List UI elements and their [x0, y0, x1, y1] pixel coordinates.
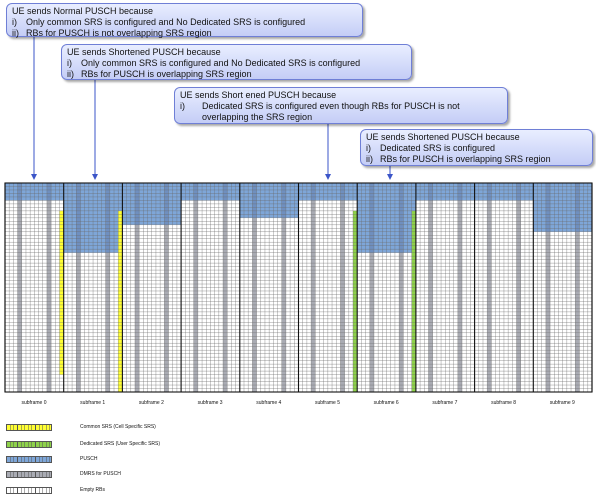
pusch-dmrs-column	[340, 183, 345, 201]
callout-line-text: RBs for PUSCH is not overlapping SRS reg…	[26, 28, 212, 38]
callout-line-number: i)	[12, 17, 17, 27]
pusch-dmrs-column	[487, 183, 492, 201]
callout-title: UE sends Normal PUSCH because	[12, 6, 154, 16]
legend-label: PUSCH	[80, 456, 98, 462]
callout-line: i) Dedicated SRS is configured even thoug…	[180, 101, 501, 123]
arrow-subframe-1-head	[92, 174, 98, 180]
common-srs-column	[59, 210, 64, 375]
callout-shortened-pusch-dedicated-overlap: UE sends Shortened PUSCH because i) Dedic…	[360, 129, 593, 166]
callout-line: i) Dedicated SRS is configured	[366, 143, 586, 154]
callout-line-number: i)	[366, 143, 371, 153]
pusch-dmrs-column	[428, 183, 433, 201]
subframe-label: subframe 4	[256, 400, 282, 406]
legend-label: DMRS for PUSCH	[80, 471, 121, 477]
subframe-label: subframe 0	[21, 400, 47, 406]
subframe-label: subframe 7	[432, 400, 458, 406]
pusch-dmrs-column	[193, 183, 198, 201]
pusch-dmrs-column	[17, 183, 22, 201]
callout-normal-pusch: UE sends Normal PUSCH because i) Only com…	[6, 3, 363, 39]
legend-label: Dedicated SRS (User Specific SRS)	[80, 441, 161, 447]
callout-shortened-pusch-dedicated: UE sends Short ened PUSCH because i) Dedi…	[174, 87, 508, 124]
legend-swatch	[6, 441, 52, 448]
callout-line: i) Only common SRS is configured and No D…	[12, 17, 356, 28]
callout-line-number: i)	[67, 58, 72, 68]
callout-line: ii) RBs for PUSCH is overlapping SRS regi…	[366, 154, 586, 165]
legend-swatch	[6, 471, 52, 478]
subframe-label: subframe 9	[549, 400, 575, 406]
callout-line-text: Only common SRS is configured and No Ded…	[26, 17, 306, 27]
callout-line-number: ii)	[366, 154, 373, 164]
callout-line: ii) RBs for PUSCH is overlapping SRS regi…	[67, 69, 405, 80]
pusch-dmrs-column	[311, 183, 316, 201]
subframe-label: subframe 6	[373, 400, 399, 406]
legend-label: Common SRS (Cell Specific SRS)	[80, 424, 156, 430]
callout-line-text: RBs for PUSCH is overlapping SRS region	[81, 69, 252, 79]
callout-line: ii) RBs for PUSCH is not overlapping SRS …	[12, 28, 356, 39]
callout-line-text: Only common SRS is configured and No Ded…	[81, 58, 361, 68]
subframe-label: subframe 3	[197, 400, 223, 406]
legend-swatch	[6, 487, 52, 494]
grid-border	[4, 182, 593, 393]
callout-title: UE sends Shortened PUSCH because	[366, 132, 520, 142]
callout-shortened-pusch-overlap: UE sends Shortened PUSCH because i) Only …	[61, 44, 412, 80]
callout-line-text: Dedicated SRS is configured even though …	[202, 101, 460, 122]
callout-line-text: RBs for PUSCH is overlapping SRS region	[380, 154, 551, 164]
arrow-subframe-5-head	[325, 174, 331, 180]
pusch-dmrs-column	[457, 183, 463, 201]
legend-label: Empty RBs	[80, 487, 106, 493]
callout-title: UE sends Short ened PUSCH because	[180, 90, 337, 100]
subframe-label: subframe 5	[314, 400, 340, 406]
pusch-dmrs-column	[516, 183, 521, 201]
callout-title: UE sends Shortened PUSCH because	[67, 47, 221, 57]
arrow-subframe-6-head	[387, 174, 393, 180]
callout-line-number: ii)	[12, 28, 19, 38]
legend-swatch	[6, 424, 52, 431]
callout-line: i) Only common SRS is configured and No D…	[67, 58, 405, 69]
callout-line-number: ii)	[67, 69, 74, 79]
legend-swatch	[6, 456, 52, 463]
arrow-subframe-0-head	[31, 174, 37, 180]
subframe-label: subframe 2	[138, 400, 164, 406]
callout-line-number: i)	[180, 101, 185, 111]
pusch-dmrs-column	[46, 183, 52, 201]
callout-line-text: Dedicated SRS is configured	[380, 143, 496, 153]
pusch-dmrs-column	[223, 183, 228, 201]
subframe-label: subframe 1	[80, 400, 106, 406]
subframe-label: subframe 8	[491, 400, 517, 406]
